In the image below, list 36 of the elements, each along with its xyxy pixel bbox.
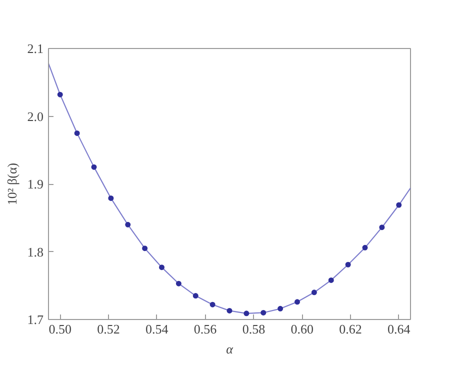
y-tick-label: 1.8	[27, 244, 44, 260]
x-axis-title: α	[226, 342, 234, 356]
x-tick-label: 0.60	[290, 322, 314, 336]
point	[210, 302, 216, 308]
x-tick-label: 0.50	[48, 322, 72, 336]
point	[244, 310, 250, 316]
y-tick-label: 2.1	[27, 41, 44, 56]
x-tick-label: 0.62	[339, 322, 362, 336]
point	[328, 277, 334, 283]
x-tick-label: 0.54	[146, 322, 169, 336]
point	[260, 310, 266, 316]
point	[192, 293, 198, 299]
point	[108, 195, 114, 201]
point	[396, 202, 402, 208]
point	[57, 92, 63, 98]
point	[379, 224, 385, 230]
x-tick-label: 0.56	[194, 322, 218, 336]
point	[226, 308, 232, 314]
point	[362, 244, 368, 250]
point	[91, 164, 97, 170]
point	[176, 280, 182, 286]
point	[158, 264, 164, 270]
x-tick-label: 0.52	[97, 322, 120, 336]
point	[345, 262, 351, 268]
point	[74, 130, 80, 136]
point	[125, 222, 131, 228]
y-tick-label: 1.7	[27, 312, 44, 327]
y-tick-label: 1.9	[27, 176, 44, 192]
y-axis-title: 10² β(α)	[4, 162, 20, 206]
point	[278, 306, 284, 312]
point	[311, 290, 317, 296]
x-tick-label: 0.64	[388, 322, 411, 336]
x-tick-label: 0.58	[242, 322, 266, 336]
y-tick-label: 2.0	[27, 108, 44, 124]
point	[294, 299, 300, 305]
point	[142, 246, 148, 252]
